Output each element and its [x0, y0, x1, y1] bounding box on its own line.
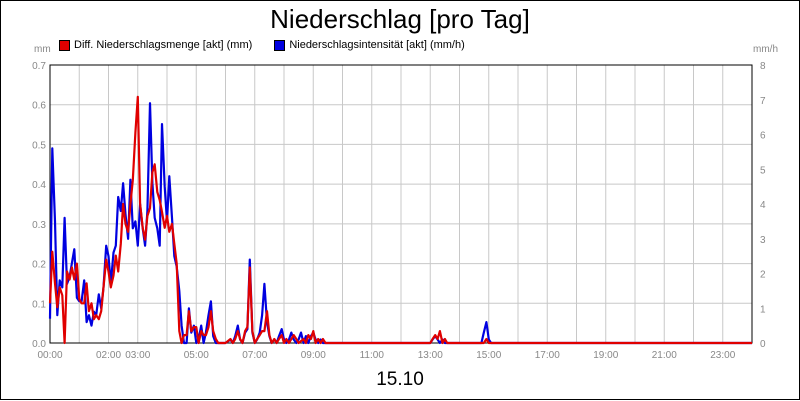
y-right-tick-label: 7	[760, 96, 766, 107]
x-tick-label: 21:00	[652, 350, 677, 361]
y-right-tick-label: 2	[760, 270, 766, 281]
y-right-tick-label: 0	[760, 339, 766, 350]
x-tick-label: 00:00	[37, 350, 62, 361]
left-axis-unit: mm	[34, 44, 51, 55]
y-left-tick-label: 0.5	[32, 140, 46, 151]
y-left-tick-label: 0.2	[32, 260, 46, 271]
y-left-tick-label: 0.0	[32, 339, 46, 350]
y-right-tick-label: 8	[760, 61, 766, 72]
y-right-tick-label: 4	[760, 200, 766, 211]
y-right-tick-label: 1	[760, 304, 766, 315]
legend-swatch-blue	[274, 39, 286, 51]
series-line-niederschlagsmenge	[48, 95, 752, 345]
y-left-tick-label: 0.4	[32, 180, 46, 191]
y-right-tick-label: 3	[760, 235, 766, 246]
x-axis-date-label: 15.10	[376, 369, 424, 390]
y-right-tick-label: 6	[760, 131, 766, 142]
legend-item-menge: Diff. Niederschlagsmenge [akt] (mm)	[59, 39, 252, 51]
x-tick-label: 23:00	[710, 350, 735, 361]
x-tick-label: 15:00	[476, 350, 501, 361]
x-tick-label: 03:00	[125, 350, 150, 361]
legend-swatch-red	[59, 39, 70, 51]
chart-title: Niederschlag [pro Tag]	[270, 4, 530, 34]
x-tick-label: 09:00	[301, 350, 326, 361]
y-left-tick-label: 0.6	[32, 101, 46, 112]
legend-label-intensitaet: Niederschlagsintensität [akt] (mm/h)	[289, 39, 465, 51]
chart-legend: Diff. Niederschlagsmenge [akt] (mm) Nied…	[59, 39, 487, 51]
legend-label-menge: Diff. Niederschlagsmenge [akt] (mm)	[74, 39, 253, 51]
x-tick-label: 05:00	[184, 350, 209, 361]
y-left-tick-label: 0.3	[32, 220, 46, 231]
x-tick-label: 11:00	[360, 350, 385, 361]
x-tick-label: 07:00	[242, 350, 267, 361]
y-right-tick-label: 5	[760, 165, 766, 176]
x-tick-label: 17:00	[535, 350, 560, 361]
x-tick-label: 02:00	[96, 350, 121, 361]
y-left-tick-label: 0.1	[32, 299, 46, 310]
x-tick-label: 19:00	[593, 350, 618, 361]
right-axis-unit: mm/h	[753, 44, 778, 55]
legend-item-intensitaet: Niederschlagsintensität [akt] (mm/h)	[274, 39, 465, 51]
y-left-tick-label: 0.7	[32, 61, 46, 72]
x-tick-label: 13:00	[418, 350, 443, 361]
